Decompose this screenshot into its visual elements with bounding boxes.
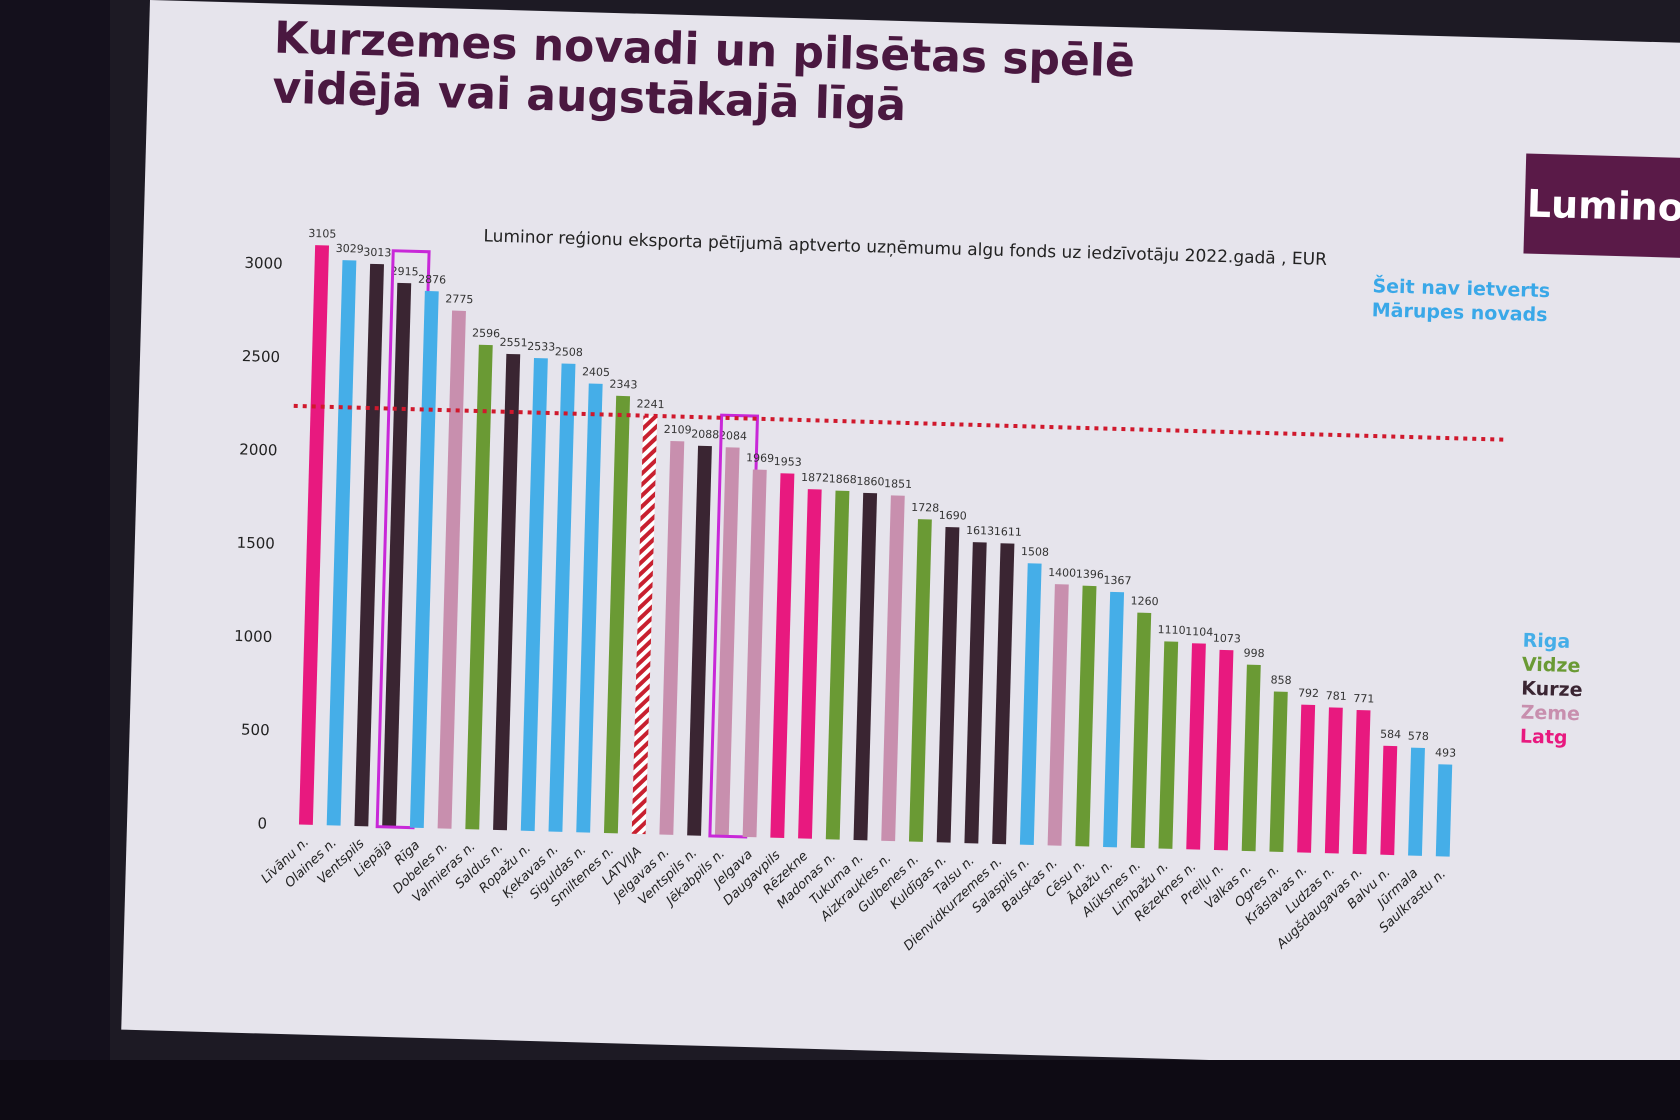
y-tick-label: 2000 (239, 440, 278, 459)
data-label: 781 (1326, 689, 1347, 703)
data-label: 1872 (801, 471, 829, 485)
bar (742, 469, 767, 838)
bar (354, 263, 384, 827)
bar (548, 363, 576, 832)
data-label: 1868 (829, 472, 857, 486)
data-label: 2876 (418, 273, 446, 287)
bar (1019, 563, 1042, 846)
bar (1408, 747, 1425, 856)
bar (1047, 584, 1069, 846)
data-label: 2533 (527, 340, 555, 354)
bar (437, 310, 466, 829)
average-reference-line (293, 403, 1509, 442)
bar (936, 526, 960, 843)
y-tick-label: 1500 (236, 534, 275, 553)
data-label: 858 (1270, 673, 1291, 687)
bar (1269, 691, 1288, 852)
data-label: 1508 (1021, 545, 1049, 559)
data-label: 1860 (856, 475, 884, 489)
data-label: 2775 (445, 292, 473, 306)
data-label: 584 (1380, 728, 1401, 742)
bar (1103, 591, 1125, 848)
data-label: 1969 (746, 451, 774, 465)
bar (853, 492, 878, 841)
data-label: 3105 (308, 227, 336, 241)
bar (798, 489, 822, 839)
bar (770, 473, 795, 839)
bar (1186, 643, 1206, 850)
bar (409, 290, 439, 828)
bar (1435, 764, 1453, 857)
bar (1241, 664, 1261, 852)
bar (1352, 710, 1371, 855)
bar (714, 447, 740, 837)
data-label: 1073 (1213, 632, 1241, 646)
data-label: 2596 (472, 327, 500, 341)
bar (1297, 704, 1316, 853)
data-label: 1400 (1048, 566, 1076, 580)
bar (465, 344, 493, 830)
bar (1075, 585, 1097, 847)
bar (1130, 612, 1152, 849)
bar (1324, 707, 1343, 854)
data-label: 1110 (1157, 623, 1185, 637)
y-tick-label: 0 (257, 814, 267, 832)
bar (1380, 745, 1398, 856)
data-label: 771 (1353, 692, 1374, 706)
chart-title: Luminor reģionu eksporta pētījumā aptver… (483, 226, 1327, 270)
presentation-slide: Kurzemes novadi un pilsētas spēlē vidējā… (121, 0, 1680, 1074)
data-label: 1690 (939, 509, 967, 523)
data-label: 2508 (555, 345, 583, 359)
bar (631, 415, 658, 835)
y-tick-label: 2500 (242, 347, 281, 366)
bar (881, 495, 905, 842)
bar-chart: Luminor reģionu eksporta pētījumā aptver… (234, 226, 1509, 954)
data-label: 792 (1298, 686, 1319, 700)
bar (1158, 641, 1179, 849)
data-label: 493 (1435, 746, 1456, 760)
data-label: 578 (1408, 730, 1429, 744)
bar (576, 383, 603, 833)
data-label: 1851 (884, 477, 912, 491)
data-label: 1728 (911, 501, 939, 515)
bar (964, 542, 987, 844)
data-label: 2241 (636, 397, 664, 411)
bar (326, 260, 357, 826)
data-label: 2343 (609, 378, 637, 392)
bar (908, 519, 932, 842)
data-label: 1367 (1103, 574, 1131, 588)
data-label: 2915 (390, 265, 418, 279)
bar (298, 245, 330, 825)
data-label: 1953 (774, 455, 802, 469)
data-label: 2109 (663, 423, 691, 437)
data-label: 2405 (582, 365, 610, 379)
data-label: 1104 (1185, 625, 1213, 639)
data-label: 2084 (719, 429, 747, 443)
data-label: 1613 (966, 524, 994, 538)
data-label: 1396 (1076, 567, 1104, 581)
bar (493, 353, 521, 831)
bar (1213, 649, 1234, 851)
stage-floor (0, 1060, 1680, 1120)
bar (382, 282, 412, 828)
data-label: 3029 (336, 242, 364, 256)
y-tick-label: 1000 (234, 627, 273, 646)
y-tick-label: 500 (241, 720, 270, 739)
y-tick-label: 3000 (244, 254, 283, 273)
bar (603, 395, 631, 834)
bar (825, 490, 850, 840)
data-label: 998 (1243, 647, 1264, 661)
data-label: 1260 (1130, 594, 1158, 608)
data-label: 3013 (363, 246, 391, 260)
bar (520, 358, 548, 832)
bar (992, 543, 1015, 845)
data-label: 1611 (994, 525, 1022, 539)
data-label: 2088 (691, 428, 719, 442)
bar (687, 445, 712, 836)
bar (659, 441, 685, 835)
data-label: 2551 (499, 336, 527, 350)
